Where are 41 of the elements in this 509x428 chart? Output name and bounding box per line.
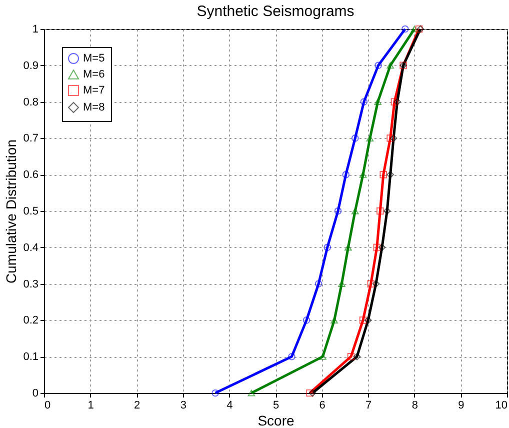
x-tick-label: 3 xyxy=(180,400,186,412)
x-tick-label: 10 xyxy=(495,400,508,412)
point xyxy=(360,98,368,106)
point xyxy=(359,171,367,178)
point xyxy=(351,208,359,214)
y-tick-label: 0.4 xyxy=(23,242,38,254)
point xyxy=(353,352,361,360)
x-tick-label: 9 xyxy=(458,400,464,412)
point xyxy=(330,316,338,324)
y-tick-label: 0.2 xyxy=(23,314,38,327)
y-tick-label: 0 xyxy=(32,388,38,400)
point xyxy=(308,389,316,397)
legend-label: M=8 xyxy=(83,102,105,114)
x-tick-label: 1 xyxy=(88,400,94,412)
x-tick-label: 0 xyxy=(44,400,51,412)
y-tick-label: 0.9 xyxy=(23,60,38,72)
y-axis-title: Cumulative Distribution xyxy=(3,140,20,284)
point xyxy=(374,98,382,106)
x-tick-label: 5 xyxy=(272,400,280,412)
y-tick-label: 0.7 xyxy=(23,132,38,145)
y-tick-label: 1 xyxy=(32,24,38,36)
x-tick-label: 8 xyxy=(412,400,418,412)
x-tick-label: 2 xyxy=(134,400,140,412)
point xyxy=(366,134,374,142)
y-tick-label: 0.3 xyxy=(23,278,38,290)
legend-label: M=7 xyxy=(83,84,105,96)
point xyxy=(374,62,382,70)
y-tick-label: 0.8 xyxy=(23,96,38,108)
point xyxy=(344,244,352,251)
x-tick-label: 6 xyxy=(319,400,326,412)
point xyxy=(302,316,310,324)
y-tick-label: 0.5 xyxy=(23,206,38,218)
legend-label: M=6 xyxy=(83,68,105,80)
x-tick-label: 4 xyxy=(226,400,233,412)
chart-title: Synthetic Seismograms xyxy=(196,3,354,20)
legend-label: M=5 xyxy=(83,52,105,64)
point xyxy=(338,280,346,288)
y-tick-label: 0.1 xyxy=(23,351,38,364)
x-axis-title: Score xyxy=(258,412,294,428)
y-tick-label: 0.6 xyxy=(23,169,38,182)
x-tick-label: 7 xyxy=(366,400,372,412)
